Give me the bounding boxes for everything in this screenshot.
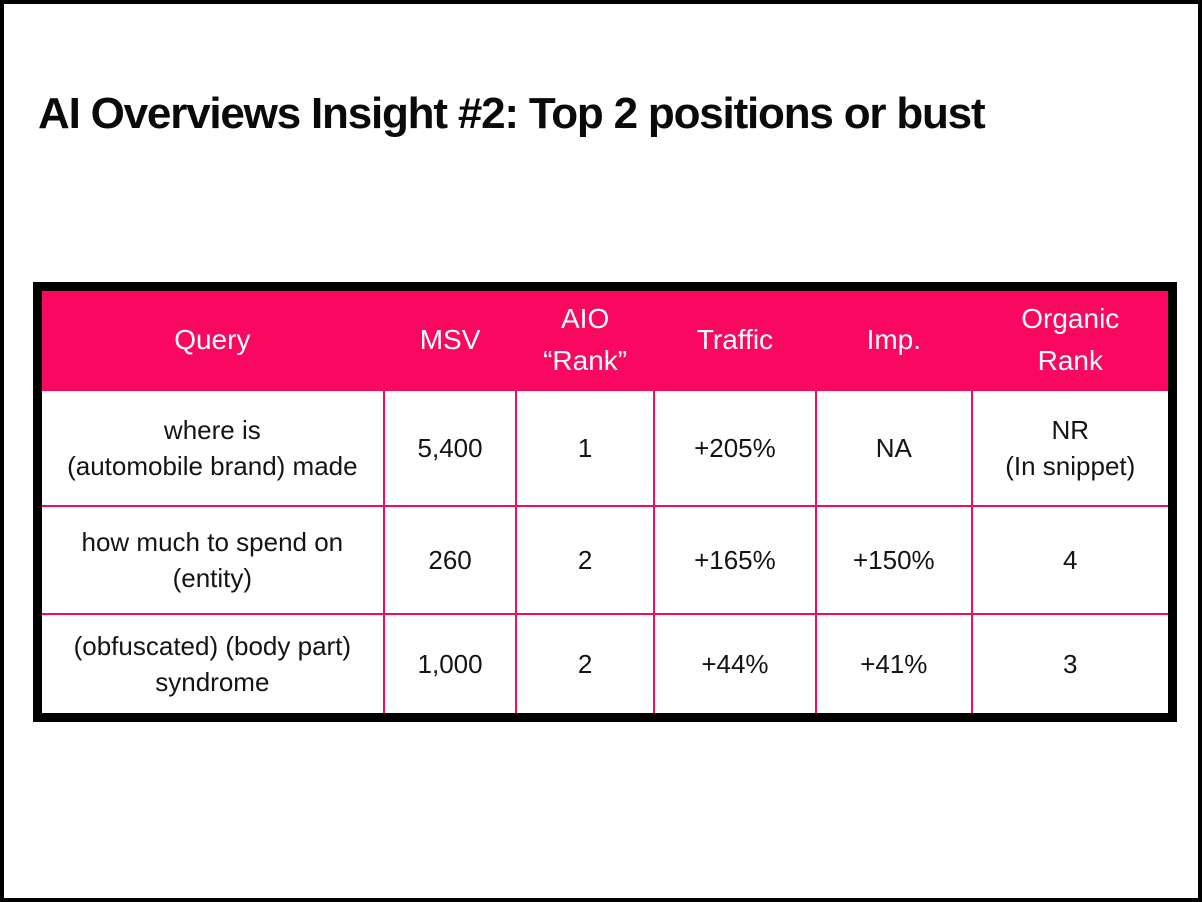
cell-traffic: +44% (652, 613, 818, 719)
table-row: how much to spend on (entity) 260 2 +165… (36, 505, 1174, 615)
cell-traffic: +165% (652, 505, 818, 615)
col-header-traffic: Traffic (652, 285, 818, 391)
cell-msv: 260 (382, 505, 518, 615)
cell-imp: NA (815, 388, 973, 508)
col-header-aio-rank: AIO “Rank” (515, 285, 655, 391)
cell-msv: 5,400 (382, 388, 518, 508)
cell-organic-rank: NR (In snippet) (970, 388, 1174, 508)
cell-aio-rank: 2 (515, 505, 655, 615)
cell-query: where is (automobile brand) made (36, 388, 385, 508)
cell-traffic: +205% (652, 388, 818, 508)
cell-imp: +150% (815, 505, 973, 615)
table-row: (obfuscated) (body part) syndrome 1,000 … (36, 613, 1174, 719)
cell-imp: +41% (815, 613, 973, 719)
cell-aio-rank: 1 (515, 388, 655, 508)
col-header-organic-rank: Organic Rank (970, 285, 1174, 391)
aio-insight-table: Query MSV AIO “Rank” Traffic Imp. Organi… (33, 282, 1177, 722)
cell-msv: 1,000 (382, 613, 518, 719)
table-row: where is (automobile brand) made 5,400 1… (36, 388, 1174, 508)
cell-organic-rank: 4 (970, 505, 1174, 615)
table-header-row: Query MSV AIO “Rank” Traffic Imp. Organi… (36, 285, 1174, 391)
cell-query: how much to spend on (entity) (36, 505, 385, 615)
cell-organic-rank: 3 (970, 613, 1174, 719)
cell-aio-rank: 2 (515, 613, 655, 719)
col-header-imp: Imp. (815, 285, 973, 391)
col-header-msv: MSV (382, 285, 518, 391)
col-header-query: Query (36, 285, 385, 391)
slide-title: AI Overviews Insight #2: Top 2 positions… (38, 89, 986, 138)
cell-query: (obfuscated) (body part) syndrome (36, 613, 385, 719)
